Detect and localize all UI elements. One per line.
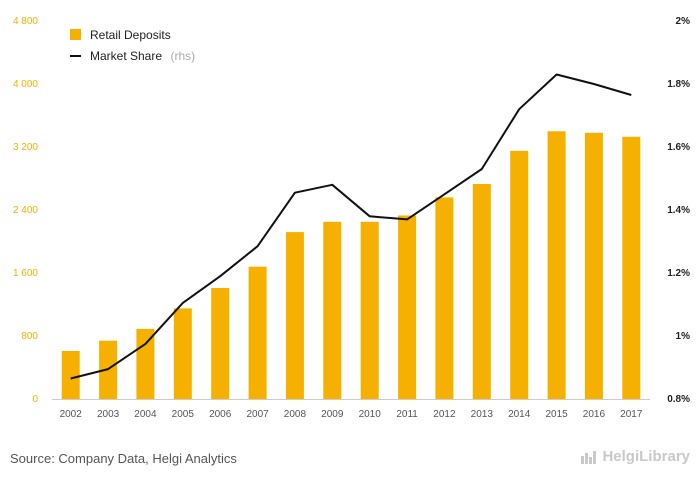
x-axis: 2002 2003 2004 2005 2006 2007 2008 2009 2010 2011… (52, 399, 650, 420)
x-tick-label-2010: 2010 (359, 409, 382, 420)
x-tick-label-2005: 2005 (172, 409, 195, 420)
bar-2011 (398, 215, 417, 399)
line-group (70, 73, 632, 380)
y-left-tick-label: 1 600 (13, 268, 38, 279)
x-tick-label-2002: 2002 (60, 409, 83, 420)
y-right-tick-label: 0.8% (667, 394, 690, 405)
y-left-tick-label: 4 000 (13, 79, 38, 90)
bars-group (61, 131, 641, 400)
x-tick-label-2006: 2006 (209, 409, 232, 420)
y-left-tick-label: 0 (32, 394, 38, 405)
bar-2004 (136, 328, 155, 399)
source-note: Source: Company Data, Helgi Analytics (10, 451, 237, 466)
chart-svg: 0 800 1 600 2 400 3 200 4 000 4 800 0.8% 1% 1.2%… (13, 16, 690, 420)
bar-2007 (248, 266, 267, 399)
y-left-tick-label: 2 400 (13, 205, 38, 216)
y-right-tick-label: 2% (676, 16, 691, 27)
bar-2010 (360, 221, 379, 399)
bar-2012 (435, 197, 454, 399)
brand-logo: HelgiLibrary (580, 448, 690, 465)
x-tick-label-2016: 2016 (583, 409, 606, 420)
y-right-tick-label: 1.4% (667, 205, 690, 216)
x-tick-label-2015: 2015 (545, 409, 568, 420)
bar-2008 (285, 232, 304, 399)
bar-2009 (323, 221, 342, 399)
x-tick-label-2004: 2004 (134, 409, 157, 420)
legend-market-share-suffix: (rhs) (170, 49, 195, 63)
x-tick-label-2012: 2012 (433, 409, 456, 420)
bar-2016 (584, 132, 603, 400)
bar-2015 (547, 131, 566, 400)
y-axis-left: 0 800 1 600 2 400 3 200 4 000 4 800 (13, 16, 38, 405)
legend-swatch-bar (70, 29, 81, 40)
y-left-tick-label: 4 800 (13, 16, 38, 27)
x-tick-label-2003: 2003 (97, 409, 120, 420)
y-right-tick-label: 1% (676, 331, 691, 342)
x-tick-label-2011: 2011 (396, 409, 418, 420)
bar-2005 (173, 308, 192, 399)
bar-2014 (510, 150, 529, 399)
legend: Retail Deposits Market Share (rhs) (70, 28, 195, 64)
brand-name: HelgiLibrary (602, 448, 690, 465)
x-tick-label-2007: 2007 (246, 409, 269, 420)
x-tick-label-2009: 2009 (321, 409, 344, 420)
bar-2017 (622, 136, 641, 400)
y-right-tick-label: 1.6% (667, 142, 690, 153)
x-tick-label-2014: 2014 (508, 409, 531, 420)
legend-market-share-name: Market Share (90, 49, 162, 63)
y-axis-right: 0.8% 1% 1.2% 1.4% 1.6% 1.8% 2% (667, 16, 690, 405)
market-share-line (70, 73, 632, 380)
y-right-tick-label: 1.2% (667, 268, 690, 279)
y-left-tick-label: 800 (21, 331, 38, 342)
x-tick-label-2017: 2017 (620, 409, 643, 420)
bar-2006 (211, 288, 230, 399)
y-left-tick-label: 3 200 (13, 142, 38, 153)
legend-label-market-share: Market Share (rhs) (90, 47, 195, 64)
bar-chart-icon (581, 450, 597, 464)
bar-2002 (61, 351, 80, 399)
x-tick-label-2008: 2008 (284, 409, 307, 420)
legend-label-retail-deposits: Retail Deposits (90, 28, 171, 42)
x-tick-label-2013: 2013 (471, 409, 494, 420)
bar-2013 (472, 184, 491, 399)
y-right-tick-label: 1.8% (667, 79, 690, 90)
